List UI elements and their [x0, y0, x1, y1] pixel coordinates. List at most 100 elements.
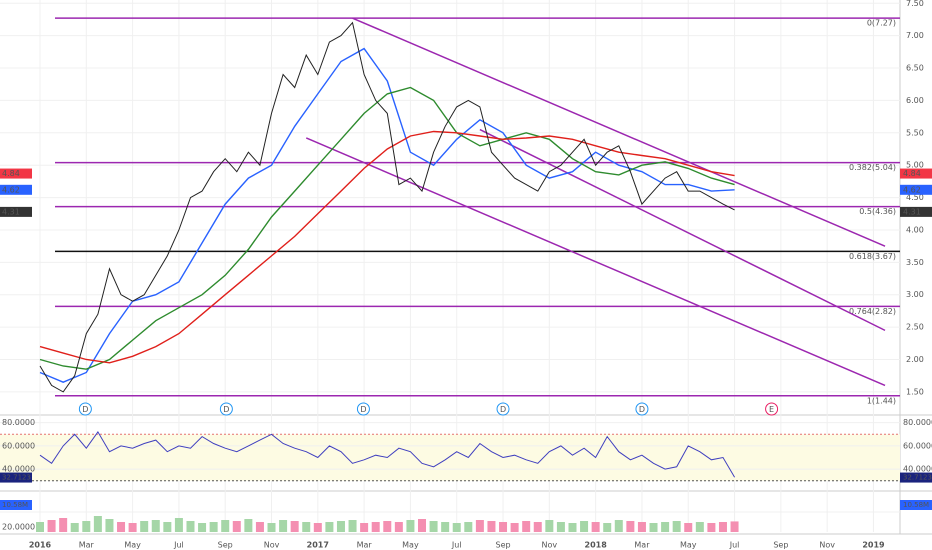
y-tick-label: 4.50 [906, 193, 924, 202]
price-tag-label: 4.31 [903, 207, 921, 216]
event-label: D [82, 405, 88, 414]
rsi-tick-label: 40.0000 [903, 465, 932, 474]
volume-bar [290, 521, 299, 532]
x-tick-label: Sep [218, 541, 233, 550]
x-tick-label: Jul [451, 541, 462, 550]
y-tick-label: 2.00 [906, 355, 924, 364]
volume-tick-label: 20.0000 [2, 523, 35, 532]
volume-bar [255, 522, 264, 532]
price-tag [900, 184, 932, 195]
rsi-tick-label: 80.0000 [903, 418, 932, 427]
price-tag-label: 4.84 [2, 169, 20, 178]
moving-average [39, 130, 735, 364]
y-tick-label: 5.50 [906, 128, 924, 137]
volume-tag-label: 10.58M [2, 501, 28, 509]
volume-bar [279, 520, 288, 532]
price-tag [0, 184, 32, 195]
volume-bar [209, 522, 218, 532]
volume-bar [730, 521, 739, 532]
fib-label: 0.5(4.36) [859, 207, 896, 216]
volume-bar [140, 521, 149, 532]
volume-bar [522, 521, 531, 532]
y-tick-label: 2.50 [906, 323, 924, 332]
volume-tag [0, 500, 32, 510]
volume-bar [371, 522, 380, 532]
volume-bar [198, 523, 207, 532]
rsi-tag-label: 32.7123 [2, 474, 31, 482]
volume-bar [93, 516, 102, 532]
volume-bar [626, 521, 635, 532]
volume-bar [383, 521, 392, 532]
y-tick-label: 3.00 [906, 290, 924, 299]
x-tick-label: Nov [819, 541, 835, 550]
moving-average [39, 47, 735, 383]
event-label: E [769, 405, 774, 414]
x-tick-label: May [124, 541, 141, 550]
x-tick-label: Nov [542, 541, 558, 550]
volume-bar [475, 520, 484, 532]
price-line [39, 21, 735, 393]
volume-tag-label: 10.58M [903, 501, 929, 509]
fib-label: 0.764(2.82) [849, 307, 896, 316]
volume-bar [36, 522, 44, 532]
volume-bar [684, 523, 693, 532]
fib-label: 0(7.27) [867, 19, 896, 28]
x-tick-label: May [680, 541, 697, 550]
trendline [305, 137, 886, 387]
volume-bar [707, 523, 716, 532]
y-tick-label: 7.50 [906, 0, 924, 8]
rsi-tag [900, 472, 932, 483]
event-label: D [639, 405, 645, 414]
x-tick-label: 2019 [862, 541, 885, 550]
volume-bar [394, 522, 403, 532]
volume-bar [70, 523, 79, 532]
volume-bar [672, 521, 681, 532]
x-tick-label: 2018 [585, 541, 608, 550]
rsi-tick-label: 60.0000 [903, 441, 932, 450]
price-tag-label: 4.31 [2, 207, 20, 216]
volume-bar [174, 518, 183, 532]
volume-bar [441, 522, 450, 532]
fib-label: 0.382(5.04) [849, 163, 896, 172]
volume-bar [591, 522, 600, 532]
volume-bar [429, 521, 438, 532]
price-tag [0, 168, 32, 179]
x-tick-label: Sep [773, 541, 788, 550]
volume-bar [186, 521, 195, 532]
rsi-tick-label: 60.0000 [2, 441, 35, 450]
x-tick-label: 2017 [307, 541, 329, 550]
event-marker [496, 402, 510, 416]
volume-bar [59, 518, 68, 532]
price-tag-label: 4.62 [903, 185, 921, 194]
volume-bar [661, 522, 670, 532]
volume-bar [556, 522, 565, 532]
volume-bar [510, 523, 519, 532]
event-label: D [223, 405, 229, 414]
volume-bar [603, 523, 612, 532]
volume-bar [533, 522, 542, 532]
volume-bar [649, 523, 658, 532]
volume-bar [360, 523, 369, 532]
volume-bar [464, 522, 473, 532]
trendline [352, 17, 886, 247]
x-tick-label: Jul [173, 541, 184, 550]
x-tick-label: May [402, 541, 419, 550]
y-tick-label: 6.00 [906, 96, 924, 105]
moving-average [39, 86, 735, 370]
volume-bar [302, 522, 311, 532]
volume-bar [221, 520, 230, 532]
volume-bar [128, 523, 137, 532]
volume-bar [718, 522, 727, 532]
y-tick-label: 3.50 [906, 258, 924, 267]
volume-bar [695, 522, 704, 532]
x-tick-label: Sep [495, 541, 510, 550]
volume-bar [580, 521, 589, 532]
rsi-tick-label: 80.0000 [2, 418, 35, 427]
volume-bar [545, 520, 554, 532]
rsi-tag [0, 472, 32, 483]
x-tick-label: 2016 [29, 541, 52, 550]
volume-bar [499, 522, 508, 532]
rsi-line [39, 430, 736, 478]
rsi-tag-label: 32.7123 [903, 474, 932, 482]
